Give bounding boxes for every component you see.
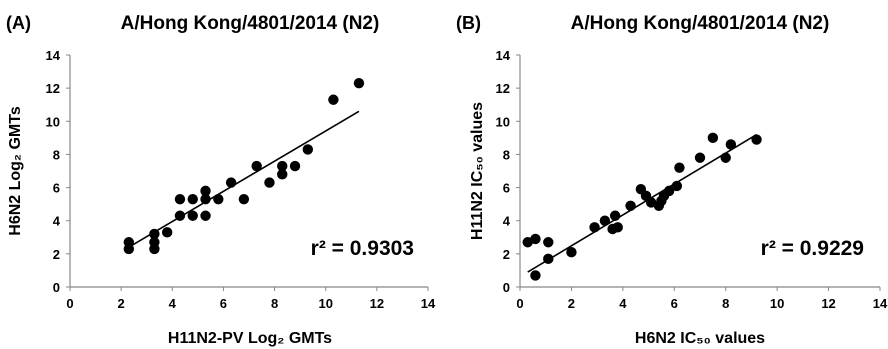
- data-point: [663, 185, 675, 197]
- panel-label: (B): [456, 13, 481, 33]
- data-point: [123, 237, 135, 248]
- data-point: [161, 227, 173, 238]
- data-point: [543, 253, 554, 265]
- x-tick-label: 4: [619, 296, 627, 311]
- data-point: [328, 94, 339, 105]
- r-squared-annotation: r² = 0.9229: [761, 237, 864, 260]
- data-point: [674, 162, 685, 173]
- data-point: [277, 160, 288, 172]
- data-point: [264, 177, 275, 188]
- trendline: [128, 110, 360, 248]
- panel-label: (A): [6, 13, 31, 33]
- y-tick-label: 4: [53, 214, 61, 229]
- x-tick-label: 2: [118, 296, 125, 311]
- y-tick-label: 2: [503, 247, 510, 262]
- data-point: [625, 200, 636, 211]
- data-point: [543, 237, 554, 248]
- data-point: [149, 237, 160, 248]
- data-point: [589, 222, 600, 233]
- data-point: [751, 134, 762, 145]
- y-tick-label: 8: [53, 147, 60, 162]
- data-point: [353, 77, 365, 89]
- y-tick-label: 2: [53, 247, 60, 262]
- chart-title: A/Hong Kong/4801/2014 (N2): [571, 13, 830, 34]
- x-tick-label: 10: [770, 296, 784, 311]
- trendline: [527, 133, 757, 273]
- x-tick-label: 2: [568, 296, 575, 311]
- data-point: [174, 210, 186, 221]
- data-point: [566, 247, 577, 258]
- y-tick-label: 0: [503, 280, 510, 295]
- y-tick-label: 6: [503, 181, 510, 196]
- x-tick-label: 10: [318, 296, 332, 311]
- data-point: [277, 169, 288, 180]
- data-point: [187, 210, 198, 221]
- data-point: [530, 270, 541, 281]
- x-tick-label: 6: [671, 296, 678, 311]
- chart-title: A/Hong Kong/4801/2014 (N2): [121, 13, 380, 34]
- y-tick-label: 10: [46, 114, 60, 129]
- y-axis-label: H6N2 Log₂ GMTs: [7, 106, 24, 236]
- r-squared-annotation: r² = 0.9303: [311, 237, 414, 260]
- y-tick-label: 10: [496, 114, 510, 129]
- data-point: [251, 160, 262, 172]
- data-point: [149, 228, 160, 240]
- x-tick-label: 8: [722, 296, 729, 311]
- x-tick-label: 12: [821, 296, 835, 311]
- data-point: [609, 210, 621, 221]
- data-point: [289, 160, 301, 172]
- x-tick-label: 4: [169, 296, 177, 311]
- data-point: [612, 222, 623, 233]
- y-tick-label: 4: [503, 214, 511, 229]
- data-point: [187, 193, 198, 205]
- data-point: [302, 144, 314, 155]
- y-tick-label: 0: [53, 280, 60, 295]
- data-point: [238, 193, 250, 205]
- x-tick-label: 14: [421, 296, 436, 311]
- y-tick-label: 14: [46, 48, 61, 63]
- x-tick-label: 8: [271, 296, 278, 311]
- x-tick-label: 12: [370, 296, 384, 311]
- scatter-panel-a: (A) A/Hong Kong/4801/2014 (N2) 0 2 4 6 8 10 12 14…: [6, 13, 436, 347]
- data-point: [725, 139, 737, 150]
- data-point: [707, 132, 719, 144]
- data-point: [694, 152, 706, 163]
- scatter-panel-b: (B) A/Hong Kong/4801/2014 (N2) 0 2 4 6 8 10 12 14…: [456, 13, 888, 347]
- y-tick-label: 12: [496, 81, 510, 96]
- x-tick-label: 0: [516, 296, 523, 311]
- x-axis-label: H6N2 IC₅₀ values: [635, 330, 765, 347]
- y-tick-label: 12: [46, 81, 60, 96]
- y-tick-label: 8: [503, 147, 510, 162]
- data-point: [200, 210, 211, 221]
- x-axis-label: H11N2-PV Log₂ GMTs: [168, 330, 332, 347]
- data-point: [213, 193, 224, 205]
- y-tick-label: 6: [53, 181, 60, 196]
- x-tick-label: 14: [873, 296, 888, 311]
- x-tick-label: 6: [220, 296, 227, 311]
- data-point: [530, 233, 541, 245]
- x-tick-label: 0: [66, 296, 73, 311]
- data-point: [225, 177, 237, 188]
- data-point: [174, 193, 186, 205]
- data-point: [200, 193, 211, 205]
- y-tick-label: 14: [496, 48, 511, 63]
- data-point: [720, 152, 731, 163]
- data-point: [200, 185, 211, 197]
- data-point: [671, 180, 683, 192]
- data-point: [599, 215, 611, 226]
- y-axis-label: H11N2 IC₅₀ values: [469, 102, 486, 240]
